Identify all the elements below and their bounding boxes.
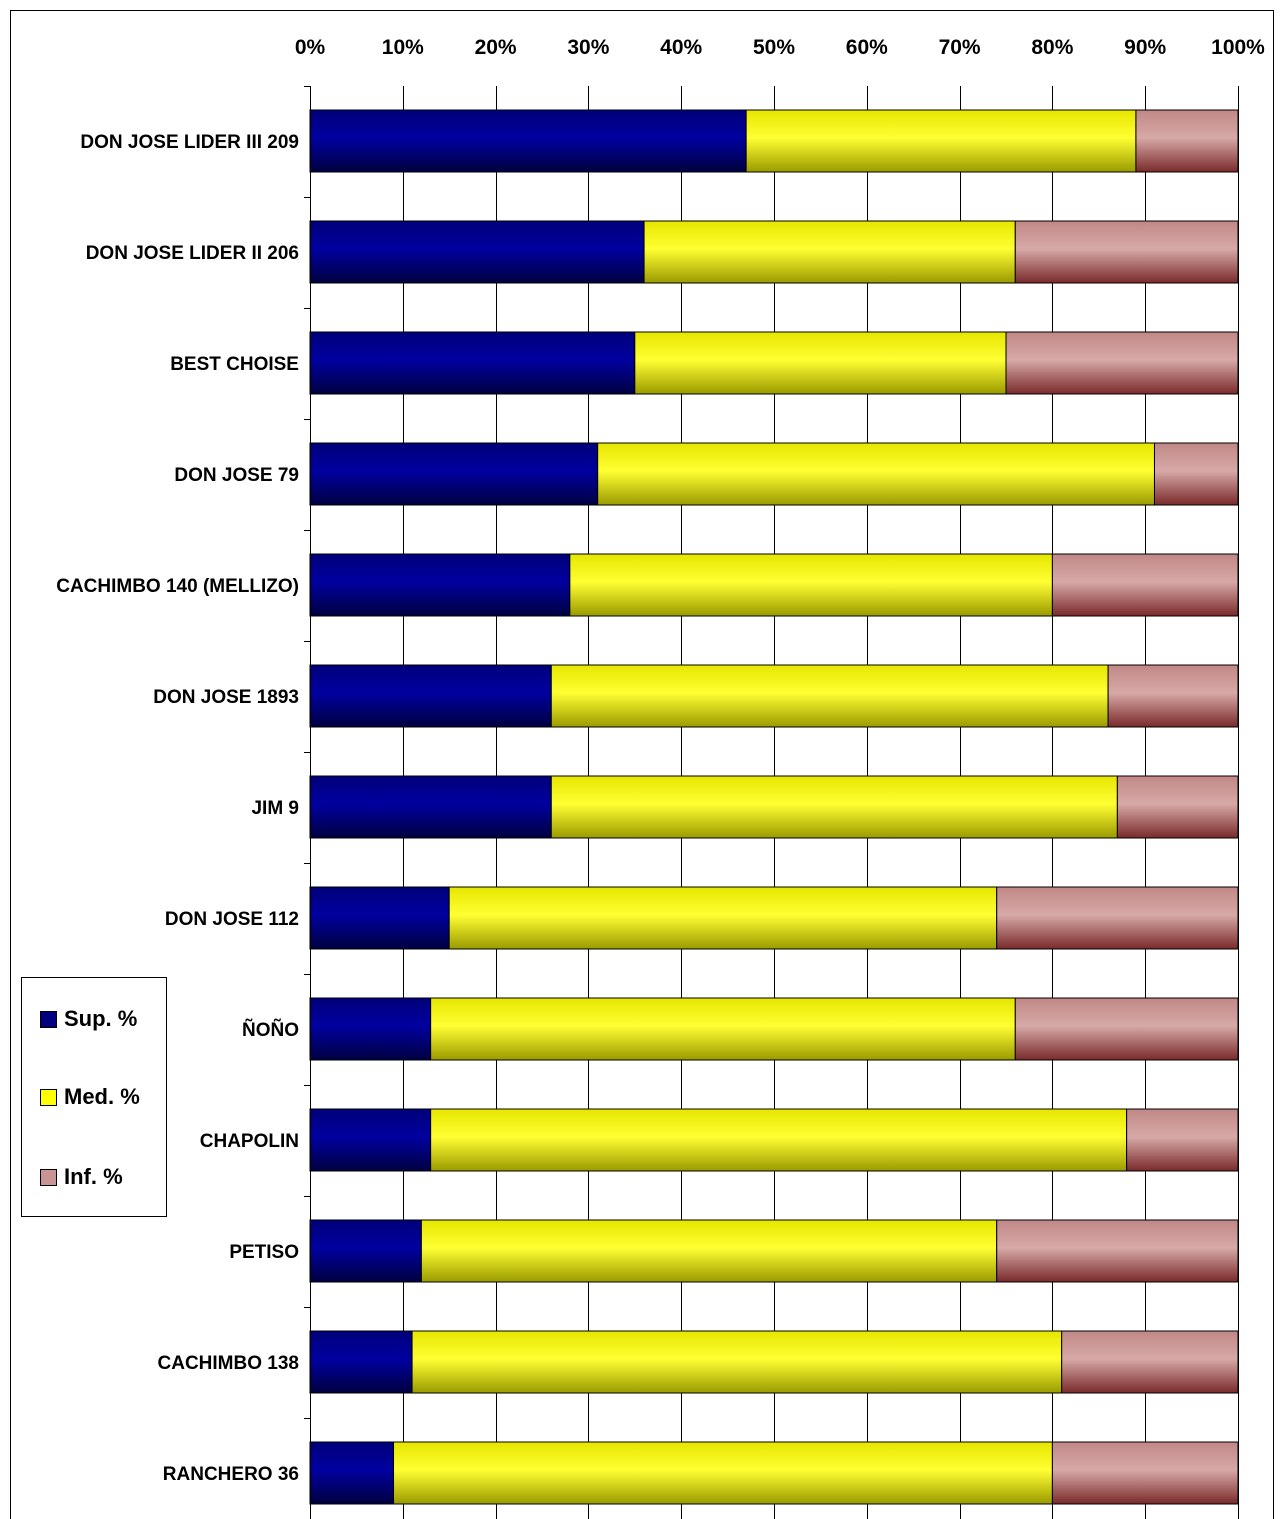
category-label: CACHIMBO 138	[158, 1353, 299, 1374]
category-label: CACHIMBO 140 (MELLIZO)	[56, 576, 299, 597]
bar-segment	[634, 331, 1007, 395]
category-label: CHAPOLIN	[200, 1131, 299, 1152]
bar-segment	[1051, 1441, 1239, 1505]
bar-segment	[430, 997, 1016, 1061]
category-label: DON JOSE LIDER II 206	[86, 243, 299, 264]
chart-legend: Sup. % Med. % Inf. %	[21, 977, 167, 1217]
bar-segment	[1107, 664, 1239, 728]
x-tick-label: 0%	[295, 36, 326, 59]
bar-segment	[393, 1441, 1053, 1505]
category-label: BEST CHOISE	[170, 354, 299, 375]
bar-segment	[550, 775, 1118, 839]
bar-segment	[309, 553, 571, 617]
bar-segment	[309, 109, 747, 173]
bar-segment	[1014, 220, 1239, 284]
x-tick-label: 70%	[939, 36, 981, 59]
bar-segment	[309, 442, 599, 506]
bar-segment	[1061, 1330, 1239, 1394]
bar-segment	[309, 886, 450, 950]
bar-segment	[411, 1330, 1063, 1394]
bar-segment	[1005, 331, 1239, 395]
bar-segment	[1135, 109, 1239, 173]
x-tick-label: 50%	[753, 36, 795, 59]
legend-swatch	[40, 1168, 57, 1186]
x-tick-label: 60%	[846, 36, 888, 59]
x-tick-label: 10%	[382, 36, 424, 59]
bar-segment	[745, 109, 1137, 173]
legend-label: Sup. %	[64, 1006, 138, 1031]
category-label: DON JOSE 79	[174, 465, 299, 486]
bar-segment	[420, 1219, 998, 1283]
bar-segment	[569, 553, 1053, 617]
bar-segment	[1126, 1108, 1239, 1172]
bar-segment	[309, 664, 552, 728]
bar-segment	[996, 886, 1239, 950]
bar-segment	[597, 442, 1155, 506]
x-tick-label: 100%	[1211, 36, 1265, 59]
bar-segment	[309, 331, 636, 395]
x-tick-label: 20%	[475, 36, 517, 59]
category-label: JIM 9	[251, 798, 299, 819]
bar-segment	[309, 775, 552, 839]
legend-item: Inf. %	[40, 1164, 123, 1190]
legend-label: Med. %	[64, 1084, 140, 1109]
category-label: ÑOÑO	[242, 1019, 299, 1041]
category-label: DON JOSE 1893	[153, 687, 299, 708]
bar-segment	[1051, 553, 1239, 617]
x-tick-label: 90%	[1124, 36, 1166, 59]
bar-segment	[996, 1219, 1239, 1283]
legend-swatch	[40, 1010, 57, 1028]
category-label: RANCHERO 36	[163, 1464, 299, 1485]
category-label: DON JOSE LIDER III 209	[80, 132, 299, 153]
x-tick-label: 80%	[1031, 36, 1073, 59]
bar-segment	[448, 886, 998, 950]
bar-segment	[309, 1219, 422, 1283]
chart-frame	[10, 10, 1274, 1519]
bar-segment	[309, 997, 432, 1061]
legend-swatch	[40, 1088, 57, 1106]
x-tick-label: 40%	[660, 36, 702, 59]
bar-segment	[643, 220, 1016, 284]
category-label: DON JOSE 112	[165, 909, 299, 930]
bar-segment	[430, 1108, 1128, 1172]
bar-segment	[1014, 997, 1239, 1061]
bar-segment	[1153, 442, 1239, 506]
bar-segment	[309, 220, 645, 284]
legend-item: Sup. %	[40, 1006, 137, 1032]
category-label: PETISO	[229, 1242, 299, 1263]
bar-segment	[550, 664, 1109, 728]
bar-segment	[309, 1330, 413, 1394]
bar-segment	[309, 1441, 395, 1505]
bar-segment	[1116, 775, 1239, 839]
x-tick-label: 30%	[567, 36, 609, 59]
bar-segment	[309, 1108, 432, 1172]
legend-label: Inf. %	[64, 1164, 123, 1189]
legend-item: Med. %	[40, 1084, 140, 1110]
